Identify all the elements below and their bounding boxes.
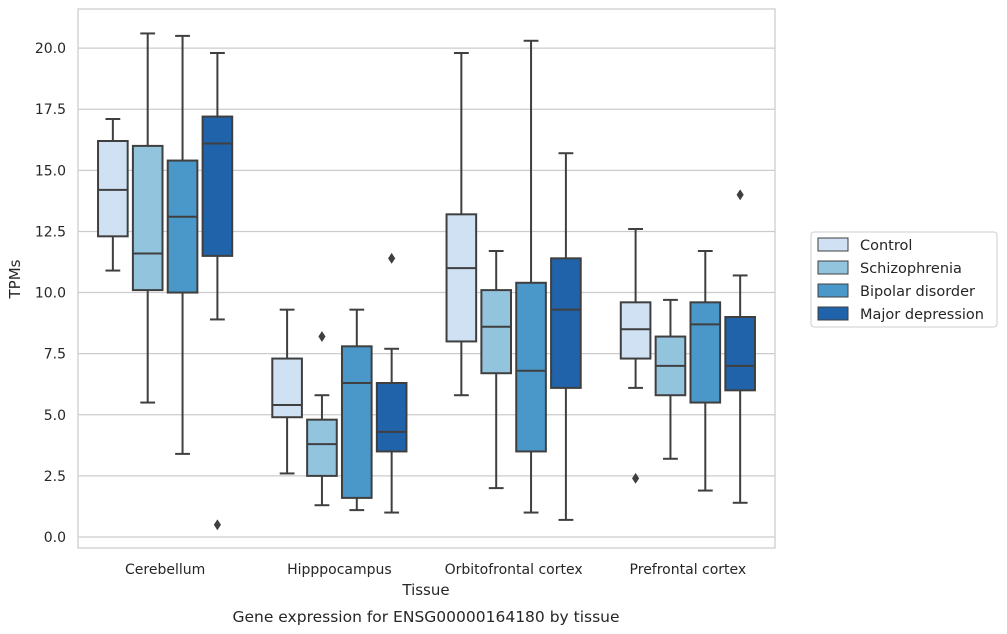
box-body (97, 140, 129, 238)
y-tick-label: 5.0 (44, 408, 66, 424)
legend-label: Schizophrenia (860, 261, 962, 277)
box (689, 250, 722, 492)
gridlines (78, 47, 775, 538)
y-tick-label: 12.5 (35, 224, 66, 240)
legend: Control Schizophrenia Bipolar disorder Majo… (810, 231, 998, 328)
box-body (619, 301, 652, 360)
plot-frame (77, 8, 776, 549)
series-schizophrenia (131, 32, 687, 507)
y-tick-label: 0.0 (44, 530, 66, 546)
series-control (97, 52, 652, 484)
box (445, 52, 478, 397)
outlier-point (632, 472, 640, 484)
legend-swatch (817, 260, 849, 275)
legend-frame (810, 231, 998, 328)
y-tick-label: 20.0 (35, 41, 66, 57)
series-major-depression (201, 52, 756, 531)
box-body (724, 316, 756, 392)
box (97, 118, 129, 272)
y-axis-ticks: 0.0 2.5 5.0 7.5 10.0 12.5 15.0 17.5 20.0 (35, 41, 66, 546)
series-bipolar-disorder (166, 34, 722, 514)
y-tick-label: 2.5 (44, 469, 66, 485)
y-tick-label: 15.0 (35, 163, 66, 179)
box-body (201, 115, 234, 257)
chart-caption: Gene expression for ENSG00000164180 by t… (232, 608, 619, 626)
box-body (515, 281, 547, 453)
box-body (375, 382, 408, 453)
box (131, 32, 164, 404)
box-body (306, 418, 338, 477)
legend-swatch (817, 237, 849, 252)
box-body (689, 301, 722, 404)
box (166, 34, 199, 455)
x-tick-label: Cerebellum (125, 562, 205, 578)
y-tick-label: 17.5 (35, 102, 66, 118)
box (375, 252, 408, 514)
box (480, 250, 513, 490)
box (724, 189, 756, 504)
legend-swatch (817, 283, 849, 298)
box (306, 331, 338, 507)
box-series (97, 32, 756, 531)
box-body (271, 357, 303, 419)
x-tick-label: Orbitofrontal cortex (445, 562, 583, 578)
outlier-point (736, 189, 744, 201)
box-body (550, 257, 582, 389)
legend-label: Control (860, 238, 912, 254)
outlier-point (388, 252, 396, 264)
box-body (166, 159, 199, 294)
box (340, 308, 373, 512)
legend-label: Major depression (860, 307, 984, 323)
legend-swatch (817, 306, 849, 321)
box (654, 298, 687, 460)
y-tick-label: 10.0 (35, 286, 66, 302)
box (550, 152, 582, 521)
box-body (480, 289, 513, 375)
plot-area: 0.0 2.5 5.0 7.5 10.0 12.5 15.0 17.5 20.0 Cerebel… (35, 8, 776, 578)
box (201, 52, 234, 531)
x-tick-label: Hipppocampus (287, 562, 392, 578)
y-axis-title: TPMs (6, 259, 24, 299)
x-axis-ticks: Cerebellum Hipppocampus Orbitofrontal cort… (125, 562, 746, 578)
box-body (131, 144, 164, 292)
outlier-point (318, 331, 326, 343)
legend-label: Bipolar disorder (860, 284, 975, 300)
y-tick-label: 7.5 (44, 347, 66, 363)
box-body (445, 213, 478, 343)
box (271, 308, 303, 475)
box (515, 39, 547, 514)
x-axis-title: Tissue (401, 581, 449, 599)
x-tick-label: Prefrontal cortex (630, 562, 747, 578)
box (619, 228, 652, 484)
outlier-point (213, 519, 221, 531)
box-body (340, 345, 373, 499)
